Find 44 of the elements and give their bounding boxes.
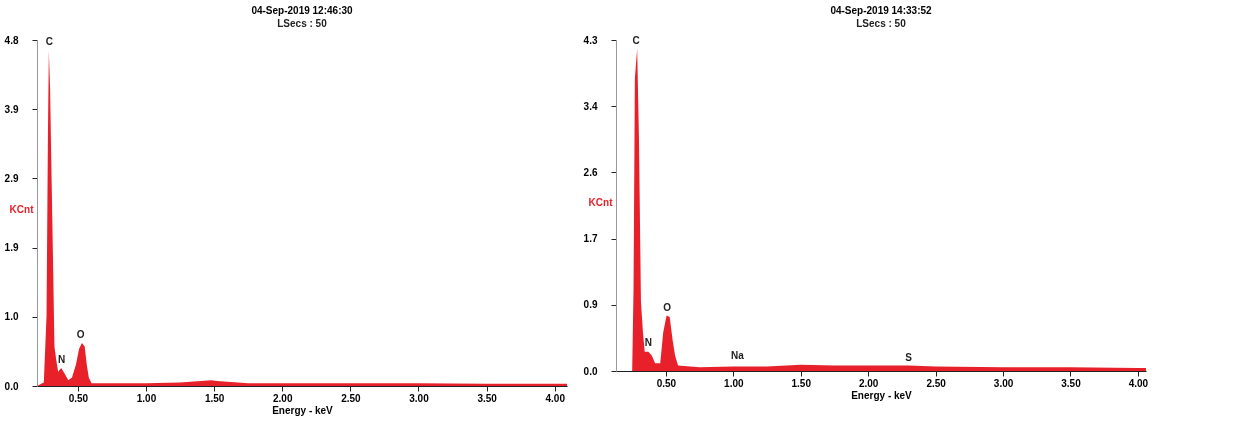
x-tick-label: 2.00 (858, 377, 879, 389)
y-tick-label: 4.8 (4, 34, 19, 46)
y-tick-label: 3.9 (4, 103, 19, 115)
annotation: C (632, 34, 640, 46)
x-axis-title: Energy - keV (851, 389, 913, 401)
y-tick-label: 2.6 (583, 166, 598, 178)
chart-subtitle: LSecs : 50 (856, 18, 907, 29)
y-tick-label: 4.3 (583, 34, 598, 46)
annotation: Na (730, 350, 745, 362)
y-tick-label: 1.9 (4, 242, 19, 254)
x-tick-label: 4.00 (1128, 377, 1149, 389)
x-tick-label: 1.00 (136, 392, 157, 404)
y-tick-label: 0.0 (4, 380, 19, 392)
y-tick-label: 2.9 (4, 172, 19, 184)
y-tick-label: 1.0 (4, 311, 19, 323)
annotation: O (663, 301, 672, 313)
x-tick-label: 0.50 (68, 392, 89, 404)
annotation: O (76, 328, 85, 340)
y-tick-label: 0.9 (583, 299, 598, 311)
annotation: N (644, 337, 652, 349)
x-tick-label: 3.50 (477, 392, 498, 404)
y-tick-label: 3.4 (583, 100, 598, 112)
y-axis-title: KCnt (588, 196, 614, 208)
x-tick-label: 2.50 (341, 392, 362, 404)
x-tick-label: 3.50 (1061, 377, 1082, 389)
annotation: N (57, 353, 66, 365)
chart-title: 04-Sep-2019 12:46:30 (251, 5, 354, 16)
annotation: C (45, 36, 53, 48)
y-axis-title: KCnt (9, 204, 35, 216)
x-tick-label: 0.50 (656, 377, 677, 389)
x-tick-label: 2.50 (926, 377, 947, 389)
x-tick-label: 1.50 (791, 377, 812, 389)
y-tick-label: 1.7 (583, 233, 598, 245)
chart-subtitle: LSecs : 50 (277, 18, 328, 29)
chart-title: 04-Sep-2019 14:33:52 (830, 5, 933, 16)
x-tick-label: 3.00 (409, 392, 430, 404)
x-tick-label: 2.00 (273, 392, 293, 404)
annotation: S (905, 351, 913, 363)
x-axis-title: Energy - keV (272, 404, 334, 416)
y-tick-label: 0.0 (583, 365, 598, 377)
x-tick-label: 4.00 (545, 392, 566, 404)
x-tick-label: 1.50 (204, 392, 225, 404)
x-tick-label: 3.00 (993, 377, 1014, 389)
x-tick-label: 1.00 (724, 377, 744, 389)
